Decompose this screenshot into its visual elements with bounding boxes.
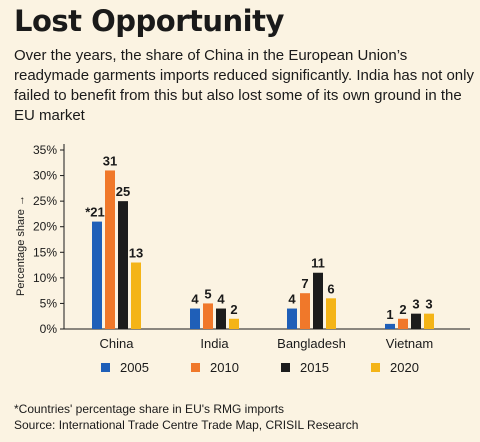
chart-subtitle: Over the years, the share of China in th… (14, 47, 474, 124)
y-tick-label: 0% (40, 322, 58, 336)
bar-bangladesh-2005 (287, 308, 297, 329)
data-label-china-2010: 31 (103, 153, 117, 168)
data-label-bangladesh-2015: 11 (311, 256, 325, 271)
y-tick-label: 30% (33, 169, 57, 183)
category-label-bangladesh: Bangladesh (277, 336, 346, 351)
bar-china-2010 (105, 170, 115, 329)
bar-india-2015 (216, 308, 226, 329)
data-label-china-2015: 25 (116, 184, 130, 199)
data-label-india-2015: 4 (217, 292, 225, 307)
y-tick-label: 15% (33, 245, 57, 259)
bar-china-2020 (131, 262, 141, 329)
category-label-china: China (100, 336, 135, 351)
data-label-india-2020: 2 (230, 302, 237, 317)
footnote: *Countries' percentage share in EU's RMG… (14, 402, 285, 416)
data-label-vietnam-2020: 3 (425, 297, 432, 312)
y-axis-label: Percentage share → (15, 195, 27, 296)
data-label-vietnam-2010: 2 (399, 302, 406, 317)
y-tick-label: 25% (33, 194, 57, 208)
bar-bangladesh-2010 (300, 293, 310, 329)
bar-vietnam-2020 (424, 313, 434, 329)
data-label-vietnam-2005: 1 (386, 307, 393, 322)
bar-india-2005 (190, 308, 200, 329)
bar-chart: 0% 5% 10% 15% 20% 25% 30% 35% Percentage share →… (15, 143, 470, 375)
bar-vietnam-2010 (398, 318, 408, 329)
y-tick-label: 10% (33, 271, 57, 285)
bar-vietnam-2005 (385, 323, 395, 329)
legend-swatch-2005 (101, 363, 110, 372)
bar-bangladesh-2015 (313, 272, 323, 329)
legend-swatch-2015 (281, 363, 290, 372)
source-note: Source: International Trade Centre Trade… (14, 418, 359, 432)
chart-title: Lost Opportunity (14, 4, 284, 38)
data-label-china-2020: 13 (129, 246, 143, 261)
category-label-vietnam: Vietnam (386, 336, 433, 351)
data-label-china-2005: *21 (85, 205, 105, 220)
legend-label-2005: 2005 (120, 360, 149, 375)
data-label-india-2005: 4 (191, 292, 199, 307)
data-label-bangladesh-2010: 7 (301, 276, 308, 291)
bar-india-2020 (229, 318, 239, 329)
y-tick-label: 5% (40, 296, 58, 310)
bar-bangladesh-2020 (326, 298, 336, 329)
bar-china-2005 (92, 221, 102, 329)
legend-label-2010: 2010 (210, 360, 239, 375)
category-label-india: India (200, 336, 229, 351)
bar-india-2010 (203, 303, 213, 329)
data-label-bangladesh-2020: 6 (327, 281, 334, 296)
legend-swatch-2010 (191, 363, 200, 372)
y-tick-label: 20% (33, 220, 57, 234)
data-label-vietnam-2015: 3 (412, 297, 419, 312)
legend-swatch-2020 (371, 363, 380, 372)
data-label-bangladesh-2005: 4 (288, 292, 296, 307)
bar-china-2015 (118, 201, 128, 329)
data-label-india-2010: 5 (204, 286, 211, 301)
y-tick-label: 35% (33, 143, 57, 157)
legend-label-2020: 2020 (390, 360, 419, 375)
legend-label-2015: 2015 (300, 360, 329, 375)
bar-vietnam-2015 (411, 313, 421, 329)
